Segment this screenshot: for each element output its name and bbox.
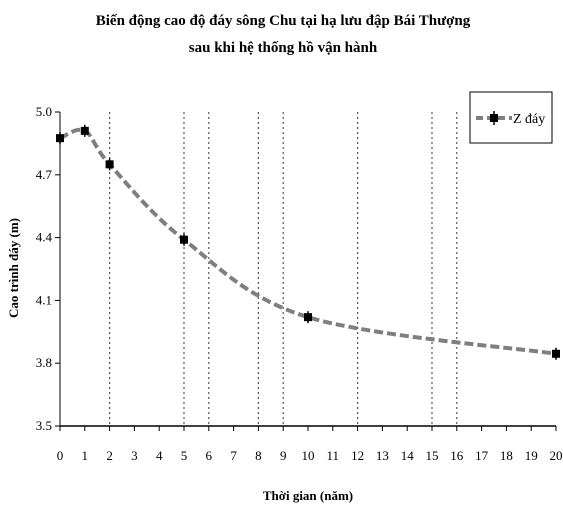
x-tick-label: 15 [426, 448, 439, 463]
x-tick-label: 7 [230, 448, 237, 463]
x-tick-label: 9 [280, 448, 287, 463]
x-tick-label: 0 [57, 448, 64, 463]
x-tick-label: 19 [525, 448, 538, 463]
y-tick-label: 3.5 [36, 418, 52, 433]
x-tick-label: 4 [156, 448, 163, 463]
x-tick-label: 17 [475, 448, 489, 463]
y-tick-label: 4.4 [36, 230, 53, 245]
chart-title: Biến động cao độ đáy sông Chu tại hạ lưu… [96, 13, 471, 29]
x-tick-label: 2 [106, 448, 113, 463]
x-tick-label: 10 [302, 448, 315, 463]
y-axis-title: Cao trình đáy (m) [6, 218, 21, 318]
legend: Z đáy [469, 91, 553, 144]
x-tick-label: 18 [500, 448, 513, 463]
y-tick-label: 3.8 [36, 355, 52, 370]
legend-series-label: Z đáy [513, 112, 545, 127]
x-tick-label: 11 [327, 448, 340, 463]
y-tick-label: 4.7 [36, 167, 53, 182]
y-tick-label: 4.1 [36, 292, 52, 307]
x-tick-label: 6 [206, 448, 213, 463]
data-point [105, 160, 114, 169]
x-tick-label: 5 [181, 448, 188, 463]
data-point [304, 313, 312, 322]
data-point [180, 235, 188, 244]
x-tick-label: 20 [550, 448, 563, 463]
plot-area: 3.53.84.14.44.75.00 1 2 3 4 5 6 7 8 9 10 11 12 13 14 15… [36, 104, 563, 463]
x-axis-title: Thời gian (năm) [263, 488, 353, 503]
x-tick-label: 14 [401, 448, 415, 463]
y-tick-label: 5.0 [36, 104, 52, 119]
x-tick-label: 3 [131, 448, 138, 463]
chart-subtitle: sau khi hệ thống hồ vận hành [189, 40, 378, 56]
legend-series-marker [490, 111, 498, 125]
x-tick-label: 13 [376, 448, 389, 463]
data-point [552, 349, 560, 358]
data-point [80, 126, 89, 135]
x-tick-label: 12 [351, 448, 364, 463]
data-point [56, 134, 64, 143]
x-tick-label: 16 [450, 448, 464, 463]
x-tick-label: 8 [255, 448, 262, 463]
x-tick-label: 1 [82, 448, 89, 463]
